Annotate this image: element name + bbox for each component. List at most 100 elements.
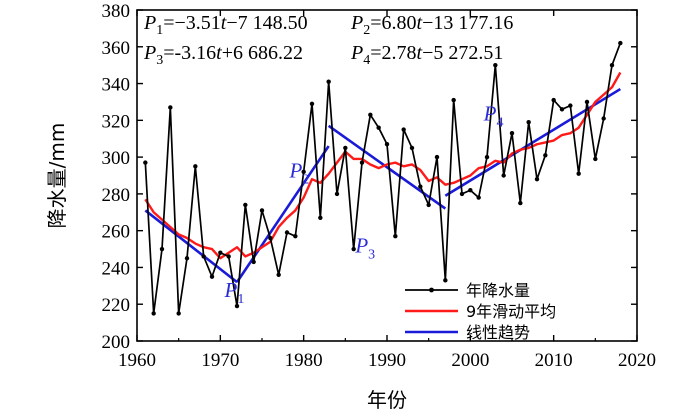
annual-point: [409, 145, 415, 151]
annual-point: [534, 176, 540, 182]
y-tick-label: 360: [102, 38, 131, 59]
annual-point: [201, 254, 206, 259]
x-tick-label: 1980: [285, 350, 323, 371]
annual-point: [518, 200, 523, 206]
annual-point: [509, 131, 515, 136]
segment-label-p3: P3: [354, 234, 375, 263]
annual-point: [376, 125, 381, 130]
annual-point: [293, 233, 298, 239]
annual-point: [259, 208, 265, 213]
annual-point: [618, 40, 623, 46]
annual-point: [343, 145, 348, 151]
annual-point: [234, 303, 240, 309]
y-tick-label: 340: [102, 75, 131, 96]
annual-point: [443, 278, 448, 283]
annual-point: [218, 250, 223, 255]
annual-point: [593, 156, 598, 162]
annual-point: [334, 191, 340, 197]
y-tick-label: 260: [102, 222, 131, 243]
equation-p1: P1=−3.51t−7 148.50: [143, 12, 308, 38]
annual-point: [276, 272, 281, 277]
annual-point: [243, 202, 248, 208]
y-tick-label: 280: [102, 185, 131, 206]
x-tick-label: 2020: [618, 350, 656, 371]
annual-point: [526, 119, 531, 125]
annual-point: [351, 246, 356, 252]
annual-point: [393, 233, 398, 239]
y-tick-label: 240: [102, 258, 131, 279]
segment-label-p1: P1: [224, 278, 245, 307]
annual-point: [426, 202, 431, 208]
legend-label: 线性趋势: [466, 323, 530, 342]
legend-marker: [429, 287, 434, 293]
annual-point: [609, 62, 615, 68]
moving-average-polyline: [144, 71, 622, 260]
x-axis-title: 年份: [367, 388, 407, 412]
annual-point: [368, 112, 373, 118]
annual-point: [384, 142, 390, 147]
annual-point: [301, 169, 306, 175]
annual-point: [151, 311, 156, 316]
annual-point: [318, 215, 323, 220]
segment-label-p4: P4: [483, 101, 504, 130]
annual-point: [268, 235, 273, 241]
legend-label: 9年滑动平均: [466, 302, 556, 321]
segment-labels: P1 P2 P3 P4: [224, 101, 504, 307]
annual-point: [309, 101, 315, 106]
annual-point: [168, 105, 173, 110]
annual-point: [551, 97, 556, 103]
annual-polyline: [144, 42, 622, 315]
annual-point: [209, 274, 215, 279]
x-tick-label: 1990: [368, 350, 406, 371]
y-tick-label: 200: [102, 332, 131, 353]
y-tick-label: 320: [102, 111, 131, 132]
legend-label: 年降水量: [466, 281, 530, 300]
x-tick-label: 2010: [535, 350, 573, 371]
annual-point: [601, 116, 606, 121]
trend-segment-p3: [327, 124, 447, 210]
moving-average-line: [144, 71, 622, 260]
annual-point: [359, 160, 365, 165]
annual-point: [501, 173, 506, 178]
annual-point: [576, 171, 581, 176]
annual-point: [493, 62, 498, 68]
annual-point: [251, 259, 256, 265]
annual-point: [176, 311, 181, 316]
equation-p3: P3=-3.16t+6 686.22: [143, 42, 303, 68]
annual-point: [159, 246, 165, 252]
annual-point: [476, 195, 481, 200]
annual-point: [568, 103, 573, 108]
segment-label-p2: P2: [289, 158, 310, 187]
trend-segment-p2: [235, 145, 330, 283]
axes: 1960 1970 1980 1990 2000 2010 2020 200 220 240 260…: [102, 1, 657, 371]
annual-point: [284, 230, 290, 235]
y-tick-label: 220: [102, 295, 131, 316]
annual-point: [543, 153, 548, 158]
x-tick-label: 1960: [118, 350, 156, 371]
annual-point: [184, 256, 190, 261]
annual-point: [193, 164, 198, 169]
annual-point: [326, 79, 331, 84]
annual-point: [584, 99, 590, 105]
annual-point: [401, 127, 406, 132]
equation-p4: P4=2.78t−5 272.51: [350, 42, 503, 68]
annual-point: [459, 191, 465, 197]
annual-point: [434, 154, 440, 160]
annual-point: [451, 97, 456, 103]
trend-segment-p1: [144, 209, 238, 284]
y-axis-title: 降水量/mm: [45, 123, 69, 229]
annual-point: [226, 254, 231, 259]
annual-point: [143, 160, 148, 165]
y-tick-label: 300: [102, 148, 131, 169]
x-tick-label: 1970: [201, 350, 239, 371]
annual-point: [559, 107, 565, 112]
annual-point: [484, 154, 490, 160]
equation-block: P1=−3.51t−7 148.50 P2=6.80t−13 177.16 P3=-…: [143, 12, 513, 68]
annual-point: [418, 184, 423, 189]
equation-p2: P2=6.80t−13 177.16: [350, 12, 513, 38]
annual-point: [468, 188, 473, 193]
x-tick-label: 2000: [451, 350, 489, 371]
annual-precipitation-line: [144, 42, 622, 315]
